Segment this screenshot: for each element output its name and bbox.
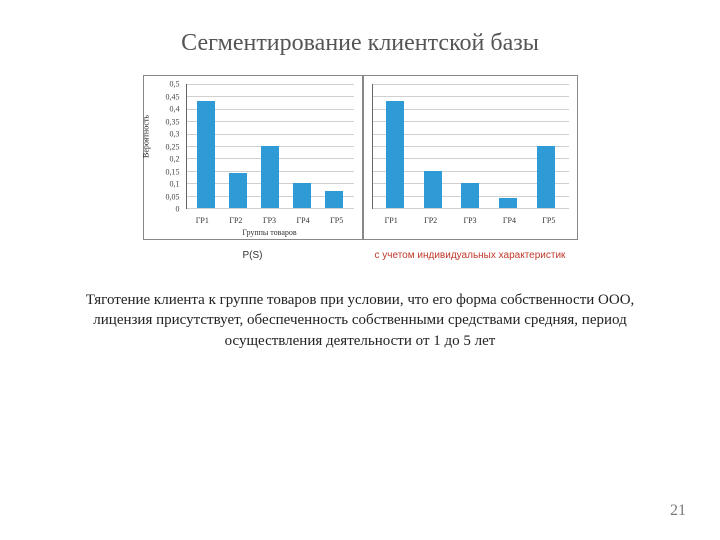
gridline bbox=[187, 208, 354, 209]
y-tick-label: 0 bbox=[176, 205, 180, 214]
x-tick-label: ГР3 bbox=[253, 216, 287, 225]
chart-right: ГР1ГР2ГР3ГР4ГР5 bbox=[363, 75, 578, 240]
x-tick-label: ГР4 bbox=[286, 216, 320, 225]
x-tick-label: ГР2 bbox=[411, 216, 450, 225]
y-tick-label: 0,4 bbox=[170, 105, 180, 114]
bars bbox=[187, 84, 354, 208]
page-number: 21 bbox=[670, 502, 686, 520]
captions-row: P(S) с учетом индивидуальных характерист… bbox=[50, 246, 670, 262]
y-axis-label: Вероятность bbox=[141, 114, 150, 157]
bars bbox=[373, 84, 569, 208]
bar bbox=[229, 173, 247, 208]
x-tick-label: ГР1 bbox=[186, 216, 220, 225]
x-ticks: ГР1ГР2ГР3ГР4ГР5 bbox=[186, 216, 354, 225]
chart-left: 0 0,05 0,1 0,15 0,2 0,25 0,3 0,35 0,4 0,45 0,5 Вер… bbox=[143, 75, 363, 240]
gridline bbox=[373, 208, 569, 209]
charts-row: 0 0,05 0,1 0,15 0,2 0,25 0,3 0,35 0,4 0,45 0,5 Вер… bbox=[50, 75, 670, 240]
y-tick-label: 0,05 bbox=[166, 192, 180, 201]
x-ticks: ГР1ГР2ГР3ГР4ГР5 bbox=[372, 216, 569, 225]
chart-right-caption: с учетом индивидуальных характеристик bbox=[363, 246, 578, 262]
bar bbox=[261, 146, 279, 208]
bar bbox=[325, 191, 343, 208]
x-tick-label: ГР2 bbox=[219, 216, 253, 225]
x-tick-label: ГР1 bbox=[372, 216, 411, 225]
bar bbox=[386, 101, 404, 208]
x-axis-label: Группы товаров bbox=[186, 228, 354, 237]
y-tick-label: 0,45 bbox=[166, 92, 180, 101]
bar bbox=[461, 183, 479, 208]
y-tick-label: 0,5 bbox=[170, 80, 180, 89]
bar bbox=[293, 183, 311, 208]
y-tick-label: 0,3 bbox=[170, 130, 180, 139]
y-tick-label: 0,35 bbox=[166, 117, 180, 126]
chart-left-caption: P(S) bbox=[143, 246, 363, 262]
slide: Сегментирование клиентской базы 0 0,05 0,1… bbox=[0, 0, 720, 540]
y-tick-label: 0,1 bbox=[170, 180, 180, 189]
y-tick-label: 0,2 bbox=[170, 155, 180, 164]
plot-area bbox=[186, 84, 354, 209]
x-tick-label: ГР4 bbox=[490, 216, 529, 225]
x-tick-label: ГР5 bbox=[320, 216, 354, 225]
bar bbox=[537, 146, 555, 208]
y-ticks: 00,050,10,150,20,250,30,350,40,450,5 bbox=[152, 84, 184, 209]
description-text: Тяготение клиента к группе товаров при у… bbox=[50, 290, 670, 351]
x-tick-label: ГР5 bbox=[529, 216, 568, 225]
y-tick-label: 0,25 bbox=[166, 142, 180, 151]
bar bbox=[197, 101, 215, 208]
slide-title: Сегментирование клиентской базы bbox=[50, 30, 670, 57]
bar bbox=[424, 171, 442, 208]
y-tick-label: 0,15 bbox=[166, 167, 180, 176]
bar bbox=[499, 198, 517, 208]
x-tick-label: ГР3 bbox=[450, 216, 489, 225]
plot-area bbox=[372, 84, 569, 209]
